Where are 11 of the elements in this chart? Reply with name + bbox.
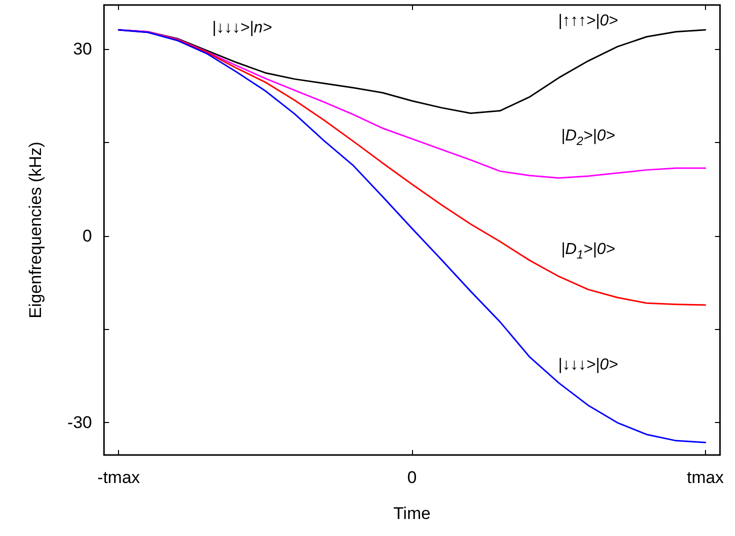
x-tick-label: tmax [686,468,724,487]
annotation: |↓↓↓>|n> [212,20,272,36]
series-label: |↑↑↑>|0> [558,12,618,30]
y-tick-label: 30 [73,40,92,59]
x-axis-title: Time [393,504,431,523]
x-tick-label: -tmax [97,468,140,487]
y-tick-label: -30 [67,413,92,432]
y-axis-title: Eigenfrequencies (kHz) [26,142,45,318]
x-tick-label: 0 [407,468,417,487]
series-label: |↓↓↓>|0> [558,356,618,374]
y-tick-label: 0 [82,226,92,246]
